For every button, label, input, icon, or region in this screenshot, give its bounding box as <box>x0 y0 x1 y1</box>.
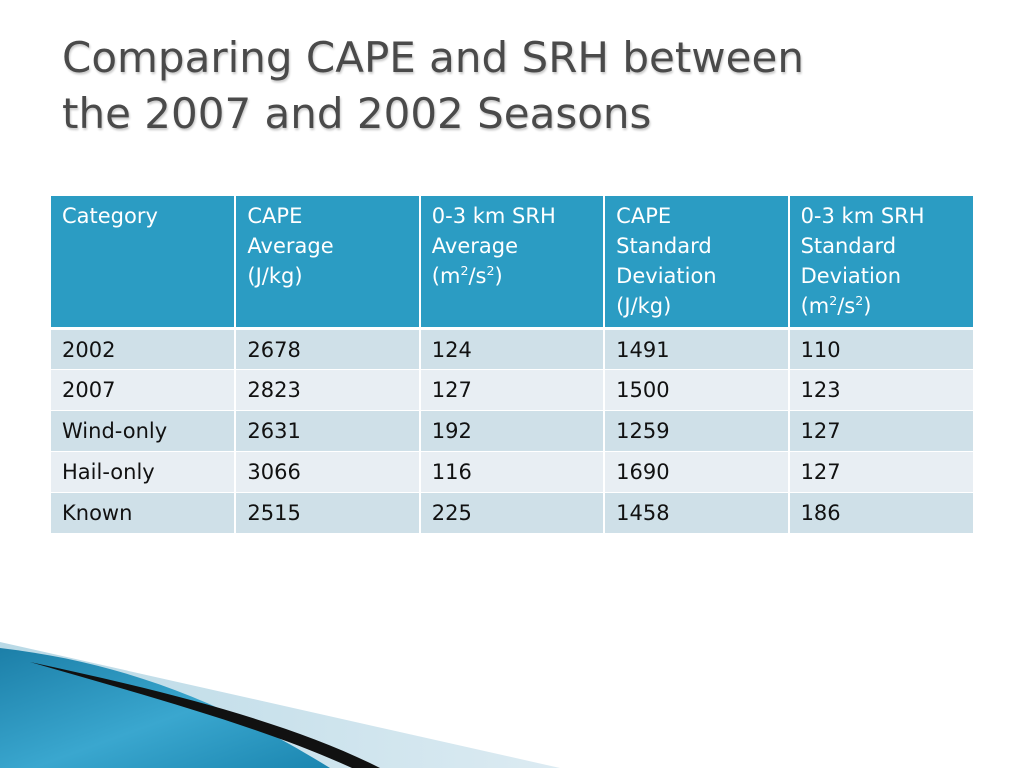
cell-srh-std-dev: 186 <box>788 492 973 534</box>
cell-srh-average: 127 <box>419 369 606 411</box>
decor-blue-band <box>0 648 330 768</box>
cell-cape-average: 2631 <box>235 410 421 452</box>
cell-cape-average: 3066 <box>235 451 421 493</box>
cell-srh-std-dev: 110 <box>788 328 973 370</box>
header-srh-average-line: Average <box>431 234 519 258</box>
header-cape-average-line: CAPE <box>247 204 303 228</box>
cell-category: Wind-only <box>51 410 237 452</box>
cell-srh-std-dev: 127 <box>788 451 973 493</box>
slide-title-line-2: the 2007 and 2002 Seasons <box>62 89 652 138</box>
cell-cape-average: 2823 <box>235 369 421 411</box>
cell-category: Known <box>51 492 237 534</box>
cell-srh-average: 225 <box>419 492 606 534</box>
table-header-row: Category CAPE Average (J/kg) 0-3 km SRH … <box>51 196 973 330</box>
header-cape-average: CAPE Average (J/kg) <box>235 196 421 330</box>
cell-cape-std-dev: 1259 <box>604 410 790 452</box>
header-cape-std-dev: CAPE Standard Deviation (J/kg) <box>604 196 790 330</box>
header-cape-std-dev-line: Standard <box>616 234 712 258</box>
header-srh-std-dev-unit: (m2/s2) <box>800 293 872 318</box>
cell-srh-average: 116 <box>419 451 606 493</box>
cell-srh-average: 124 <box>419 328 606 370</box>
header-category-line: Category <box>62 204 158 228</box>
cell-cape-average: 2678 <box>235 328 421 370</box>
table-row: 2007 2823 127 1500 123 <box>51 369 973 411</box>
header-category: Category <box>51 196 237 330</box>
header-cape-std-dev-line: Deviation <box>616 264 717 288</box>
cell-category: 2007 <box>51 369 237 411</box>
cell-cape-average: 2515 <box>235 492 421 534</box>
table-row: Known 2515 225 1458 186 <box>51 492 973 534</box>
table-row: Wind-only 2631 192 1259 127 <box>51 410 973 452</box>
table-row: Hail-only 3066 116 1690 127 <box>51 451 973 493</box>
cell-srh-std-dev: 123 <box>788 369 973 411</box>
header-srh-std-dev-line: Deviation <box>800 264 902 288</box>
header-cape-std-dev-line: CAPE <box>616 204 672 228</box>
cell-srh-std-dev: 127 <box>788 410 973 452</box>
header-srh-std-dev-line: 0-3 km SRH <box>800 204 925 228</box>
cell-cape-std-dev: 1690 <box>604 451 790 493</box>
cell-cape-std-dev: 1500 <box>604 369 790 411</box>
decor-black-swoosh <box>30 662 380 768</box>
slide-title: Comparing CAPE and SRH between the 2007 … <box>62 30 1002 142</box>
header-srh-std-dev: 0-3 km SRH Standard Deviation (m2/s2) <box>788 196 973 330</box>
table-row: 2002 2678 124 1491 110 <box>51 328 973 370</box>
header-srh-average: 0-3 km SRH Average (m2/s2) <box>419 196 606 330</box>
header-srh-average-unit: (m2/s2) <box>431 263 503 288</box>
slide-title-line-1: Comparing CAPE and SRH between <box>62 33 804 82</box>
cape-srh-table: Category CAPE Average (J/kg) 0-3 km SRH … <box>51 196 973 534</box>
header-cape-std-dev-unit: (J/kg) <box>616 294 672 318</box>
header-cape-average-line: Average <box>247 234 334 258</box>
header-srh-average-line: 0-3 km SRH <box>431 204 556 228</box>
header-cape-average-unit: (J/kg) <box>247 264 303 288</box>
header-srh-std-dev-line: Standard <box>800 234 897 258</box>
cell-cape-std-dev: 1458 <box>604 492 790 534</box>
cell-srh-average: 192 <box>419 410 606 452</box>
cell-category: 2002 <box>51 328 237 370</box>
cell-cape-std-dev: 1491 <box>604 328 790 370</box>
cell-category: Hail-only <box>51 451 237 493</box>
decor-light-stripe <box>0 642 560 768</box>
